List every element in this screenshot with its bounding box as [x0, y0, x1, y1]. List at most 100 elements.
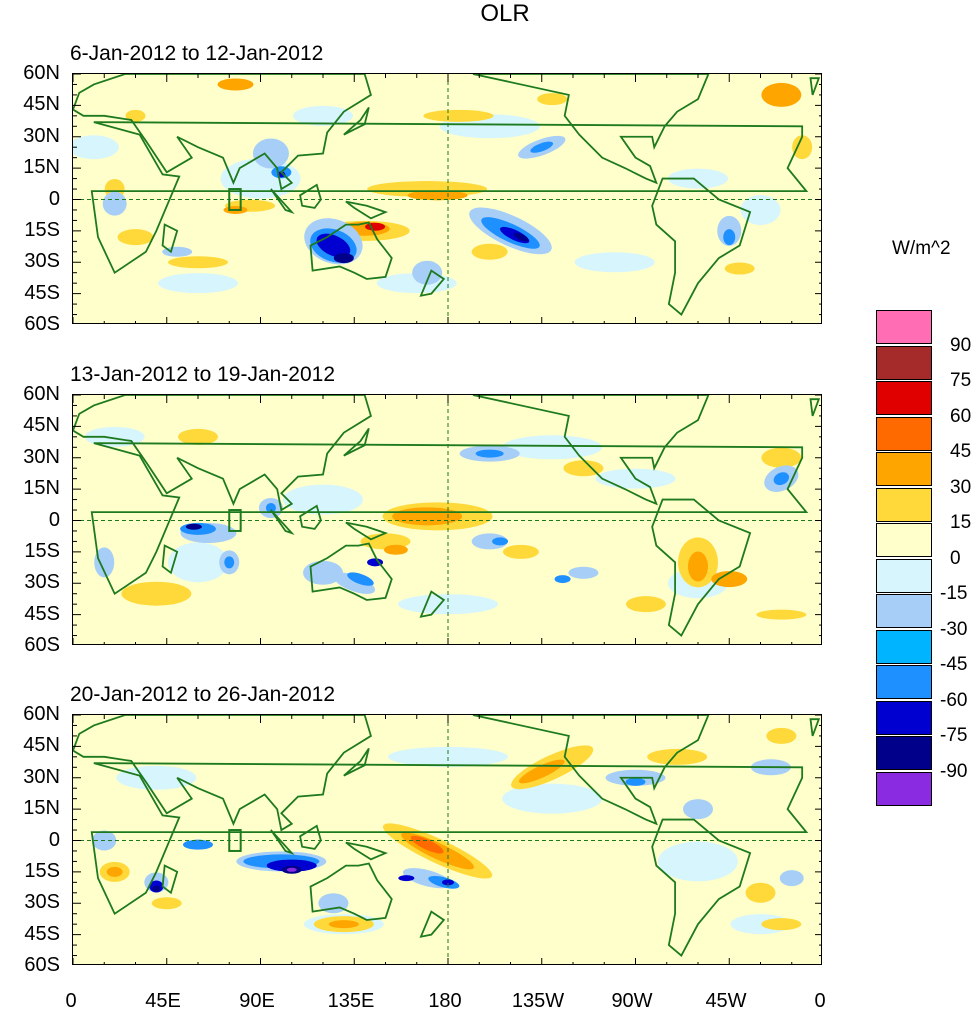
olr-anomaly-contour	[162, 246, 193, 257]
olr-anomaly-contour	[688, 551, 708, 582]
coastline	[90, 121, 809, 275]
coastline	[651, 818, 752, 957]
colorbar-label: -45	[940, 654, 968, 675]
coastline	[419, 590, 446, 618]
olr-anomaly-contour	[383, 544, 408, 555]
olr-anomaly-contour	[502, 783, 603, 814]
olr-anomaly-contour	[398, 594, 498, 615]
olr-anomaly-contour	[121, 581, 192, 606]
olr-anomaly-contour	[756, 609, 807, 620]
olr-anomaly-contour	[266, 859, 317, 872]
olr-anomaly-contour	[185, 523, 202, 530]
coastline	[343, 106, 370, 136]
olr-anomaly-contour	[711, 571, 748, 588]
olr-anomaly-contour	[116, 765, 197, 790]
olr-anomaly-contour	[168, 542, 228, 583]
olr-anomaly-contour	[471, 243, 508, 260]
olr-anomaly-contour	[84, 426, 145, 447]
coastline	[472, 74, 710, 185]
colorbar-box	[876, 345, 932, 380]
olr-anomaly-contour	[265, 502, 276, 513]
lat-label-60n-panel-1: 60N	[23, 62, 60, 84]
olr-anomaly-contour	[423, 109, 494, 122]
olr-anomaly-contour	[106, 866, 123, 877]
colorbar-label: 30	[950, 476, 972, 498]
coastline	[161, 223, 179, 254]
lat-label-15n-panel-2: 15N	[23, 477, 60, 500]
lon-label-45w: 45W	[705, 990, 747, 1012]
coastline	[90, 762, 809, 916]
olr-anomaly-contour	[102, 191, 127, 216]
colorbar-box	[876, 416, 932, 451]
colorbar-box	[876, 771, 932, 806]
olr-anomaly-contour	[683, 799, 713, 820]
lat-label-45s-panel-1: 45S	[24, 281, 60, 304]
olr-anomaly-contour	[347, 572, 374, 586]
lon-label-180: 180	[428, 990, 462, 1012]
coastline	[343, 747, 370, 777]
map-svg	[73, 395, 821, 644]
colorbar-box	[876, 487, 932, 522]
olr-anomaly-contour	[761, 82, 802, 107]
olr-anomaly-contour	[471, 533, 508, 550]
lon-label-0-end: 0	[814, 990, 826, 1012]
olr-anomaly-contour	[792, 135, 813, 160]
olr-map-panel-3	[72, 714, 822, 965]
lat-label-30n-panel-1: 30N	[23, 124, 60, 147]
coastline	[651, 498, 752, 637]
olr-anomaly-contour	[530, 141, 554, 153]
colorbar-label: 45	[950, 441, 972, 462]
colorbar-label: -30	[940, 618, 968, 640]
olr-anomaly-contour	[283, 484, 363, 515]
colorbar-box	[876, 700, 932, 735]
olr-anomaly-contour	[252, 138, 289, 169]
lon-label-90w: 90W	[611, 990, 653, 1012]
colorbar-box	[876, 452, 932, 486]
coastline	[299, 504, 322, 530]
olr-anomaly-contour	[367, 558, 384, 567]
coastline	[419, 269, 446, 297]
olr-anomaly-contour	[316, 233, 351, 258]
coastline	[343, 427, 370, 457]
olr-map-panel-2	[72, 394, 822, 645]
olr-anomaly-contour	[392, 507, 463, 526]
colorbar-label: 75	[950, 370, 972, 391]
olr-anomaly-contour	[398, 875, 415, 882]
olr-anomaly-contour	[303, 560, 343, 585]
olr-anomaly-contour	[158, 273, 238, 294]
olr-anomaly-contour	[513, 232, 529, 242]
colorbar-label: 90	[950, 334, 972, 356]
lat-label-60n-panel-3: 60N	[23, 703, 60, 725]
olr-anomaly-contour	[779, 870, 804, 887]
coastline	[73, 715, 372, 832]
lat-label-45n-panel-1: 45N	[23, 93, 60, 116]
olr-anomaly-contour	[502, 544, 539, 559]
coastline	[73, 74, 372, 191]
colorbar-box	[876, 594, 932, 628]
colorbar-label: -75	[940, 725, 968, 746]
lat-label-30n-panel-2: 30N	[23, 445, 60, 468]
lat-label-15s-panel-3: 15S	[24, 860, 60, 882]
olr-anomaly-contour	[333, 572, 376, 594]
olr-anomaly-contour	[761, 918, 802, 931]
lat-label-30s-panel-3: 30S	[24, 891, 60, 914]
colorbar-label: -90	[940, 760, 968, 782]
coastline	[472, 395, 710, 506]
lat-label-eq-panel-3: 0	[48, 828, 60, 851]
map-svg	[73, 74, 821, 323]
lat-label-45s-panel-2: 45S	[24, 602, 60, 625]
colorbar-box	[876, 736, 932, 770]
olr-anomaly-contour	[125, 109, 146, 122]
olr-anomaly-contour	[328, 920, 359, 929]
olr-anomaly-contour	[412, 260, 443, 285]
olr-anomaly-contour	[773, 472, 790, 486]
lat-label-30n-panel-3: 30N	[23, 765, 60, 788]
colorbar-box	[876, 523, 932, 557]
olr-anomaly-contour	[365, 222, 386, 231]
lat-label-60n-panel-2: 60N	[23, 383, 60, 405]
coastline	[472, 715, 710, 826]
lat-label-45n-panel-3: 45N	[23, 734, 60, 757]
lon-label-0: 0	[65, 990, 77, 1012]
lat-label-eq-panel-1: 0	[48, 187, 60, 210]
coastline	[419, 910, 446, 938]
